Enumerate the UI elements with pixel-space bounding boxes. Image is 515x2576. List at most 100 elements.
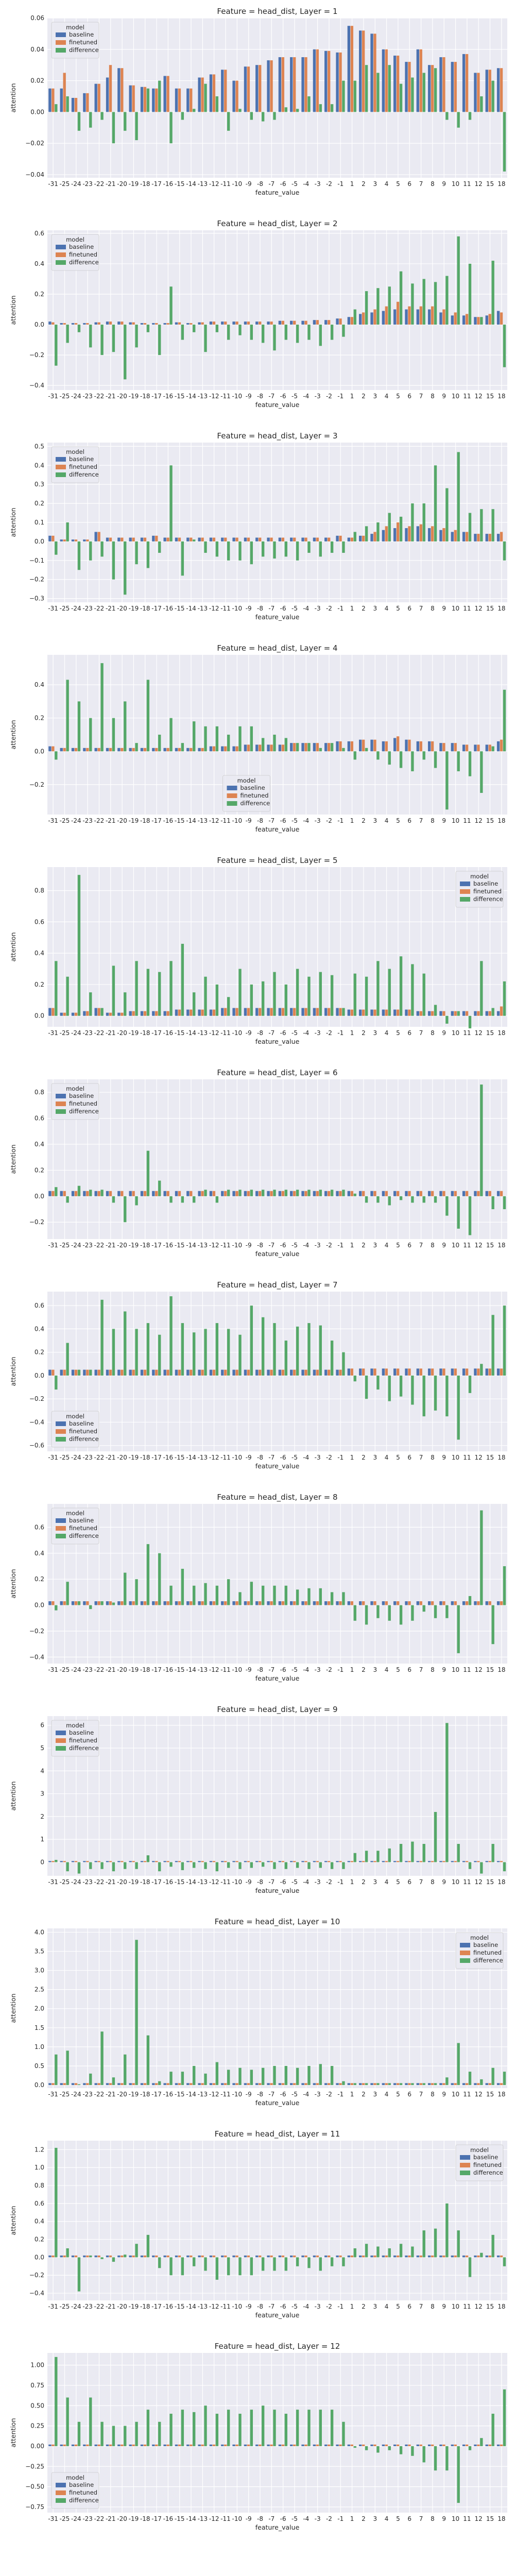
bar-baseline: [393, 1009, 397, 1016]
bar-finetuned: [201, 1369, 204, 1376]
bar-baseline: [71, 1191, 75, 1196]
bar-finetuned: [143, 1861, 147, 1862]
bar-finetuned: [419, 1861, 422, 1862]
y-tick-label: 0.00: [30, 108, 44, 115]
x-tick-label: -16: [163, 1454, 174, 1461]
x-tick-label: 9: [442, 1029, 446, 1037]
bar-baseline: [163, 748, 166, 752]
bar-difference: [158, 1553, 161, 1605]
x-tick-label: -31: [48, 1666, 58, 1673]
x-tick-label: -31: [48, 2091, 58, 2098]
bar-difference: [342, 2081, 345, 2086]
x-tick-label: -3: [315, 1666, 321, 1673]
bar-baseline: [117, 537, 121, 541]
bar-finetuned: [281, 320, 285, 325]
x-tick-label: -15: [175, 605, 185, 612]
bar-baseline: [301, 2083, 304, 2086]
bar-difference: [146, 1855, 150, 1862]
bar-finetuned: [201, 2255, 204, 2258]
bar-baseline: [209, 537, 213, 541]
x-tick-label: -24: [71, 605, 81, 612]
x-tick-label: -23: [82, 1878, 93, 1886]
y-tick-label: 1.2: [35, 2146, 44, 2153]
bar-baseline: [232, 746, 235, 752]
bar-difference: [399, 516, 403, 541]
x-tick-label: 12: [475, 817, 483, 824]
x-tick-label: -9: [246, 2091, 252, 2098]
x-tick-label: -16: [163, 2303, 174, 2310]
x-tick-label: -11: [220, 1454, 231, 1461]
x-tick-label: 4: [385, 1878, 389, 1886]
x-axis-label: feature_value: [255, 1250, 300, 1258]
bar-finetuned: [431, 741, 434, 752]
x-tick-label: -23: [82, 1666, 93, 1673]
bar-difference: [135, 1940, 138, 2086]
bar-finetuned: [408, 1191, 411, 1196]
bar-baseline: [359, 1191, 362, 1196]
bar-baseline: [324, 1601, 328, 1605]
x-tick-label: 7: [419, 817, 423, 824]
legend-label: finetuned: [69, 1737, 97, 1744]
bar-finetuned: [97, 1861, 100, 1862]
bar-difference: [434, 68, 437, 112]
bar-baseline: [427, 65, 431, 112]
x-tick-label: -12: [209, 1029, 219, 1037]
legend-swatch: [460, 889, 470, 894]
bar-difference: [66, 680, 69, 752]
x-tick-label: -2: [326, 817, 332, 824]
bar-baseline: [462, 1011, 466, 1016]
bar-difference: [204, 1862, 207, 1869]
bar-baseline: [439, 1011, 442, 1016]
x-tick-label: -19: [129, 1454, 139, 1461]
bar-finetuned: [63, 2444, 66, 2446]
x-tick-label: -5: [291, 1242, 298, 1249]
y-tick-label: 0.4: [35, 950, 44, 957]
legend-swatch: [227, 801, 237, 806]
bar-difference: [330, 1592, 334, 1605]
bar-baseline: [496, 534, 500, 541]
x-tick-label: 15: [486, 180, 494, 188]
bar-finetuned: [500, 739, 503, 752]
bar-difference: [55, 2357, 58, 2446]
bar-difference: [77, 701, 81, 752]
bar-baseline: [152, 1369, 155, 1376]
bar-difference: [468, 1015, 472, 1029]
x-tick-label: -25: [60, 2091, 70, 2098]
bar-finetuned: [350, 1861, 353, 1862]
bar-difference: [422, 2230, 425, 2258]
bar-finetuned: [224, 2444, 227, 2446]
chart-title: Feature = head_dist, Layer = 11: [215, 2129, 340, 2139]
bar-baseline: [416, 49, 419, 112]
bar-baseline: [198, 1861, 201, 1862]
bar-difference: [284, 1585, 287, 1605]
bar-difference: [457, 112, 460, 128]
x-tick-label: -23: [82, 2515, 93, 2522]
bar-finetuned: [212, 321, 216, 325]
bar-baseline: [255, 1191, 259, 1196]
x-tick-label: -2: [326, 1242, 332, 1249]
bar-finetuned: [109, 748, 112, 752]
bar-finetuned: [166, 2083, 169, 2086]
bar-difference: [353, 80, 356, 112]
x-tick-label: -15: [175, 2091, 185, 2098]
bar-finetuned: [316, 1861, 319, 1862]
bar-baseline: [267, 1191, 270, 1196]
x-tick-label: -9: [246, 1242, 252, 1249]
x-tick-label: 8: [431, 1029, 435, 1037]
x-tick-label: -13: [198, 1666, 208, 1673]
bar-finetuned: [373, 1601, 376, 1605]
bar-difference: [319, 2410, 322, 2446]
y-tick-label: 0.4: [35, 462, 44, 469]
x-tick-label: -7: [268, 817, 274, 824]
bar-difference: [330, 1190, 334, 1196]
x-tick-label: 2: [362, 1666, 366, 1673]
bar-baseline: [313, 1369, 316, 1376]
bar-finetuned: [339, 52, 342, 112]
bar-difference: [100, 325, 104, 355]
bar-baseline: [83, 1861, 86, 1862]
bar-baseline: [186, 323, 190, 325]
bar-baseline: [324, 2255, 328, 2258]
bar-baseline: [163, 1369, 166, 1376]
bar-baseline: [267, 537, 270, 541]
